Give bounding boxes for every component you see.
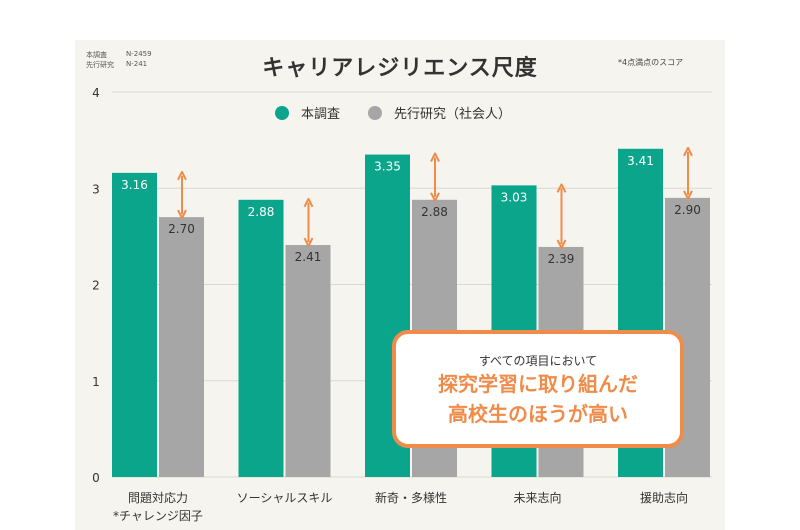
data-label-prior: 2.41: [295, 250, 322, 264]
data-label-prior: 2.88: [421, 205, 448, 219]
legend-label: 先行研究（社会人）: [394, 107, 512, 122]
meta-label: 先行研究: [86, 61, 114, 69]
meta-value: N-2459: [126, 50, 152, 58]
bar-prior: [285, 245, 331, 477]
callout-box: すべての項目において 探究学習に取り組んだ 高校生のほうが高い: [392, 330, 684, 448]
category-label: 未来志向: [513, 490, 561, 505]
y-tick-label: 1: [92, 375, 100, 389]
data-label-survey: 3.35: [374, 160, 401, 174]
data-label-survey: 3.03: [501, 190, 528, 204]
meta-value: N-241: [126, 60, 148, 68]
meta-row-survey: 本調査 N-2459: [86, 50, 152, 60]
data-label-survey: 2.88: [248, 205, 275, 219]
y-tick-label: 0: [92, 471, 100, 485]
data-label-prior: 2.39: [548, 252, 575, 266]
data-label-prior: 2.70: [168, 222, 195, 236]
legend-label: 本調査: [301, 107, 341, 122]
legend-swatch-teal: [275, 105, 289, 120]
category-label: *チャレンジ因子: [113, 509, 203, 523]
category-label: 援助志向: [640, 490, 688, 505]
meta-row-prior: 先行研究 N-241: [86, 60, 147, 70]
meta-label: 本調査: [86, 51, 107, 59]
data-label-survey: 3.41: [627, 154, 654, 168]
y-tick-label: 3: [92, 182, 100, 196]
data-label-prior: 2.90: [674, 203, 701, 217]
category-label: 新奇・多様性: [375, 490, 447, 505]
bar-survey: [112, 172, 157, 477]
y-tick-label: 2: [92, 279, 100, 293]
category-label: 問題対応力: [128, 491, 188, 505]
data-label-survey: 3.16: [121, 178, 148, 192]
legend: 本調査 先行研究（社会人）: [275, 103, 511, 122]
legend-swatch-gray: [368, 105, 383, 120]
callout-line-1: 探究学習に取り組んだ: [438, 372, 638, 396]
bar-prior: [159, 217, 204, 477]
score-note: *4点満点のスコア: [618, 58, 684, 67]
chart-title: キャリアレジリエンス尺度: [262, 56, 538, 81]
y-tick-label: 4: [92, 86, 100, 100]
bar-survey: [238, 199, 284, 478]
legend-item-survey: 本調査: [275, 103, 340, 122]
legend-item-prior: 先行研究（社会人）: [368, 103, 511, 122]
callout-lead: すべての項目において: [478, 354, 598, 368]
callout-line-2: 高校生のほうが高い: [448, 402, 628, 426]
category-label: ソーシャルスキル: [237, 491, 333, 505]
